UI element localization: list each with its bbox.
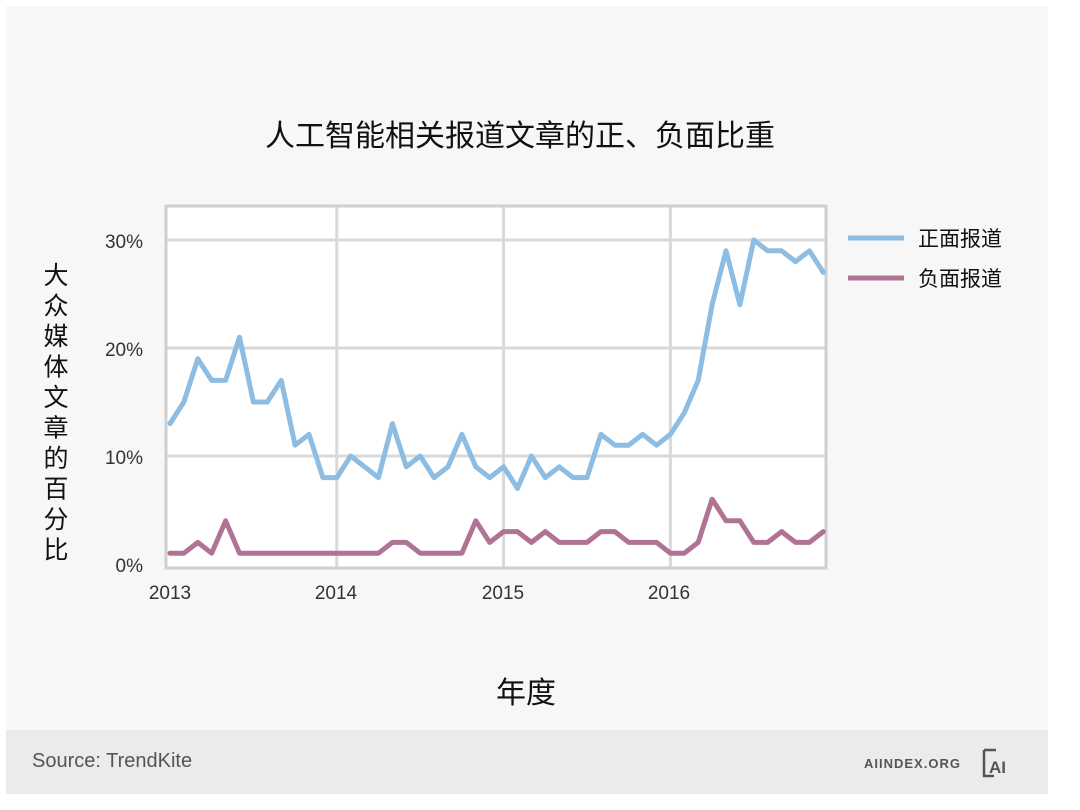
x-tick-label: 2014 — [315, 583, 358, 604]
y-tick-label: 10% — [105, 448, 143, 469]
chart-footer: Source: TrendKite AIINDEX.ORG AI — [6, 730, 1048, 794]
series-lines — [167, 237, 826, 556]
ai-index-logo-icon: AI — [982, 748, 1006, 778]
plot-frame — [164, 204, 828, 570]
grid-lines — [166, 206, 826, 568]
y-tick-labels: 0% 10% 20% 30% — [105, 232, 143, 577]
y-tick-label: 0% — [116, 556, 144, 577]
chart-title: 人工智能相关报道文章的正、负面比重 — [265, 119, 775, 154]
logo-text: AI — [989, 758, 1006, 777]
source-text: Source: TrendKite — [32, 750, 193, 772]
x-tick-labels: 2013 2014 2015 2016 — [149, 583, 690, 604]
brand-text: AIINDEX.ORG — [864, 756, 961, 771]
series-line-positive — [167, 237, 826, 491]
chart-card: 人工智能相关报道文章的正、负面比重 0% 10% 20% 30% 2013 20… — [6, 6, 1048, 794]
x-tick-label: 2013 — [149, 583, 191, 604]
legend-label-negative: 负面报道 — [918, 267, 1002, 291]
line-chart: 人工智能相关报道文章的正、负面比重 0% 10% 20% 30% 2013 20… — [43, 119, 1002, 711]
y-tick-label: 30% — [105, 232, 143, 253]
x-tick-label: 2016 — [648, 583, 690, 604]
legend-label-positive: 正面报道 — [918, 227, 1002, 251]
x-axis-label: 年度 — [496, 676, 556, 711]
legend: 正面报道 负面报道 — [848, 227, 1002, 291]
series-line-negative — [167, 496, 826, 556]
y-axis-label: 大众媒体文章的百分比 — [43, 261, 68, 565]
x-tick-label: 2015 — [482, 583, 524, 604]
y-tick-label: 20% — [105, 340, 143, 361]
